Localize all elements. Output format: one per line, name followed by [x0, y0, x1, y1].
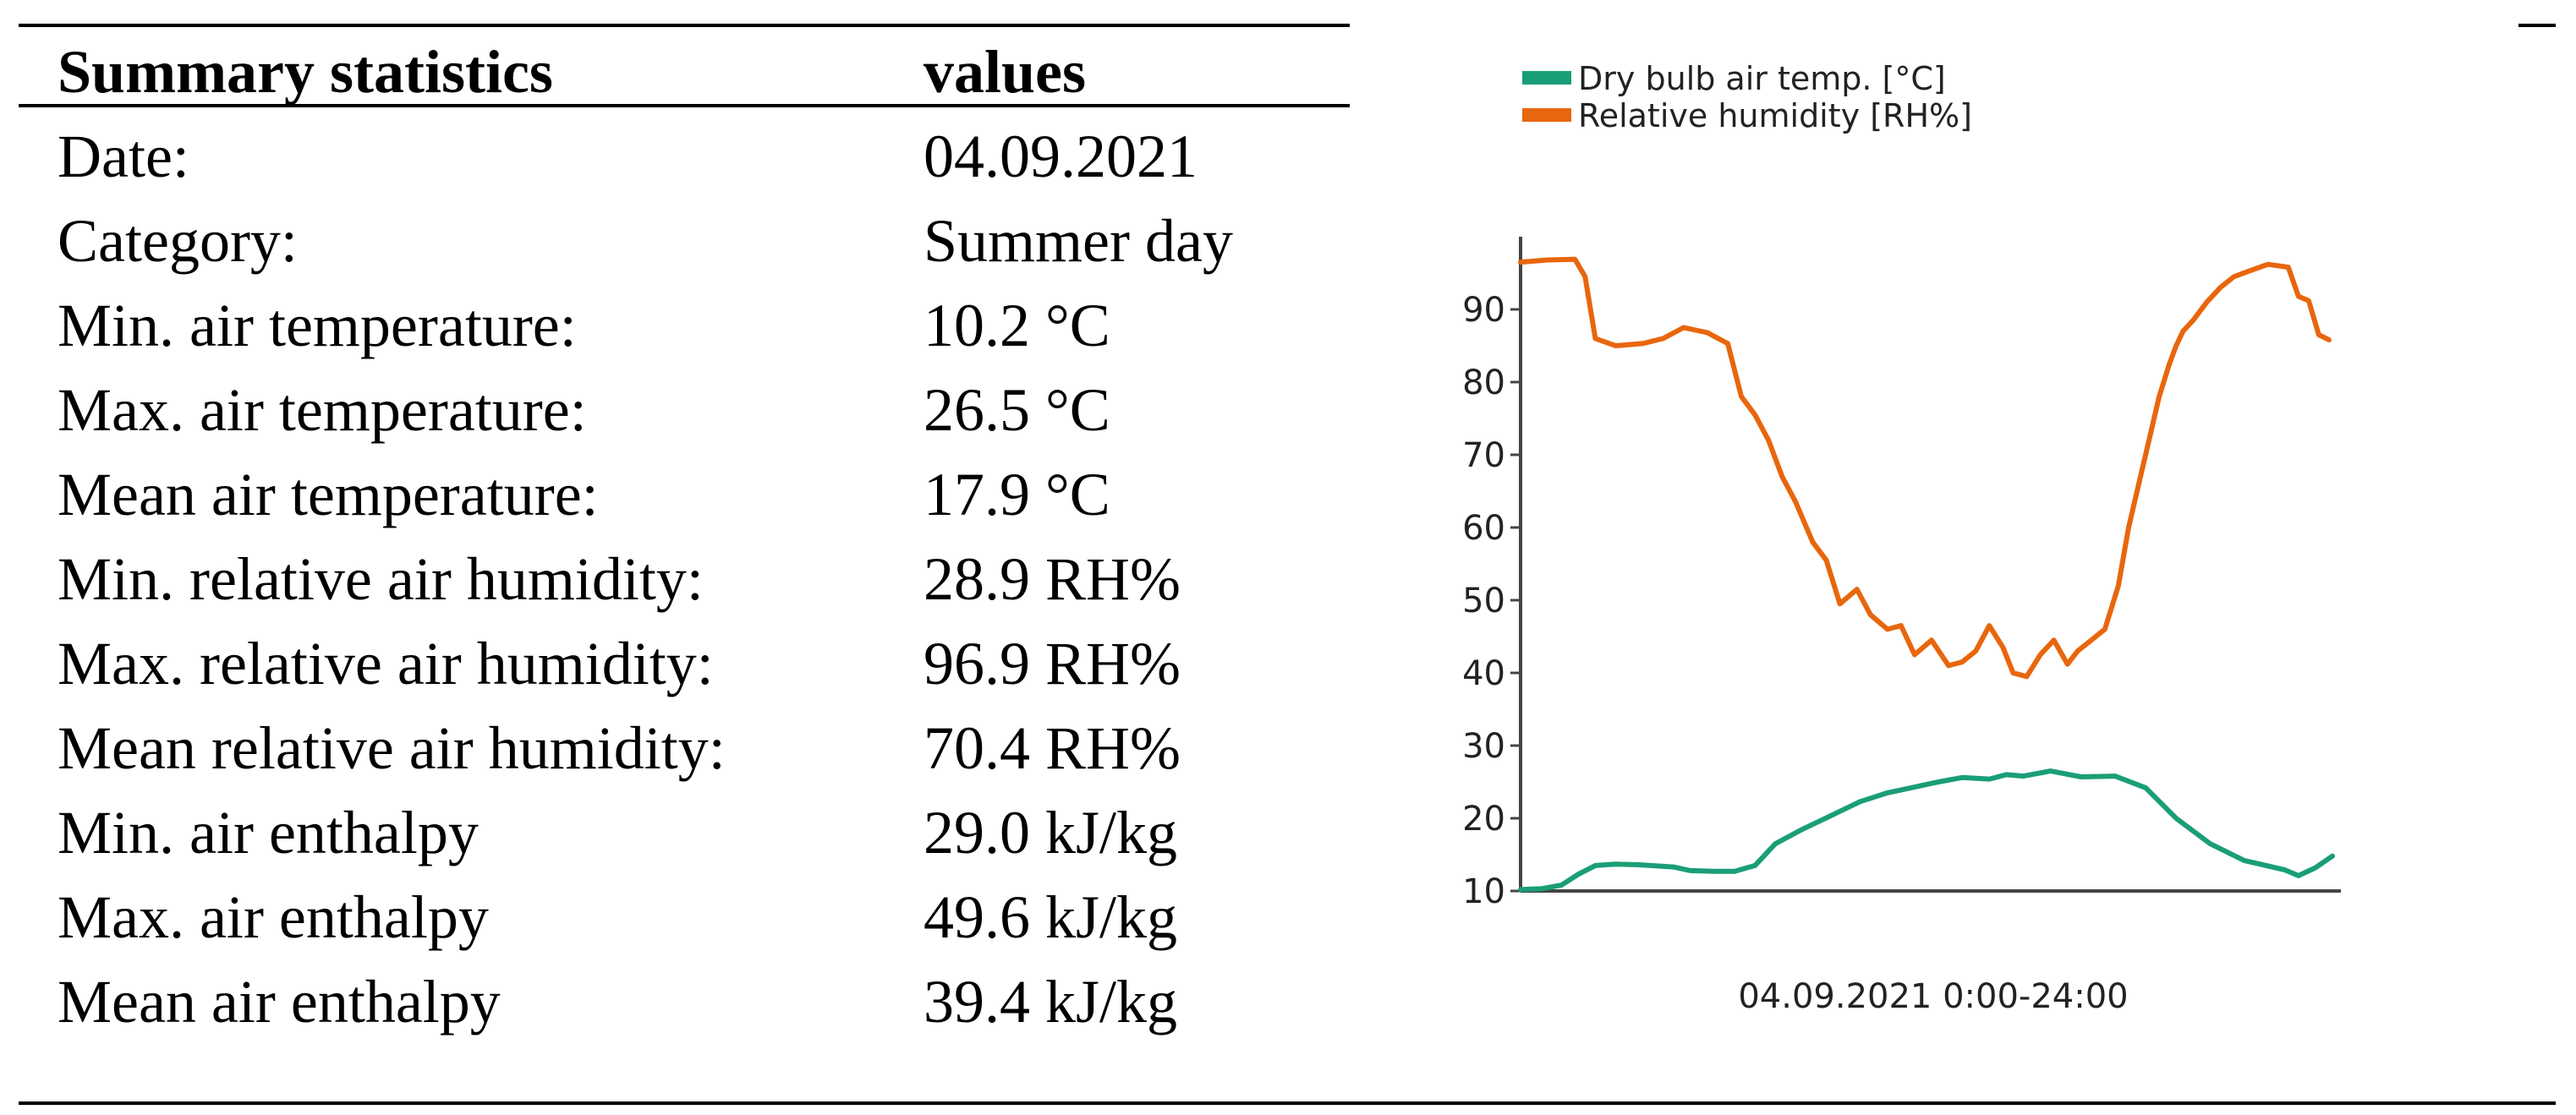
y-tick-label-90: 90 — [1462, 291, 1505, 330]
row-label-min-rh: Min. relative air humidity: — [58, 545, 704, 613]
row-label-category: Category: — [58, 207, 298, 275]
legend-swatch-temperature — [1522, 71, 1571, 85]
header-value: values — [924, 38, 1087, 106]
legend-label-temperature: Dry bulb air temp. [°C] — [1578, 60, 1946, 97]
row-value-mean-rh: 70.4 RH% — [924, 714, 1181, 782]
row-value-date: 04.09.2021 — [924, 123, 1198, 190]
x-axis-label: 04.09.2021 0:00-24:00 — [1738, 977, 2128, 1016]
row-value-min-enthalpy: 29.0 kJ/kg — [924, 799, 1178, 866]
y-tick-label-70: 70 — [1462, 436, 1505, 475]
row-value-category: Summer day — [924, 207, 1233, 275]
row-value-mean-enthalpy: 39.4 kJ/kg — [924, 968, 1178, 1036]
y-tick-label-10: 10 — [1462, 872, 1505, 911]
y-tick-label-20: 20 — [1462, 800, 1505, 839]
top-rule-left — [19, 24, 1350, 27]
top-rule-right — [2518, 24, 2556, 27]
row-value-max-temp: 26.5 °C — [924, 376, 1110, 444]
row-value-max-enthalpy: 49.6 kJ/kg — [924, 883, 1178, 951]
row-value-mean-temp: 17.9 °C — [924, 461, 1110, 528]
row-label-max-rh: Max. relative air humidity: — [58, 630, 714, 697]
row-label-max-temp: Max. air temperature: — [58, 376, 587, 444]
y-tick-label-60: 60 — [1462, 509, 1505, 548]
y-tick-label-80: 80 — [1462, 363, 1505, 402]
row-value-min-temp: 10.2 °C — [924, 292, 1110, 359]
y-tick-label-50: 50 — [1462, 582, 1505, 620]
legend-label-humidity: Relative humidity [RH%] — [1578, 97, 1972, 134]
row-label-min-temp: Min. air temperature: — [58, 292, 577, 359]
row-value-min-rh: 28.9 RH% — [924, 545, 1181, 613]
legend-swatch-humidity — [1522, 108, 1571, 122]
row-label-mean-rh: Mean relative air humidity: — [58, 714, 726, 782]
header-rule — [19, 104, 1350, 107]
row-value-max-rh: 96.9 RH% — [924, 630, 1181, 697]
row-label-mean-temp: Mean air temperature: — [58, 461, 599, 528]
y-tick-label-30: 30 — [1462, 727, 1505, 766]
row-label-mean-enthalpy: Mean air enthalpy — [58, 968, 501, 1036]
row-label-min-enthalpy: Min. air enthalpy — [58, 799, 479, 866]
series-line-temperature — [1518, 768, 2335, 893]
series-line-humidity — [1518, 256, 2332, 680]
row-label-max-enthalpy: Max. air enthalpy — [58, 883, 489, 951]
line-chart: 10 20 30 40 50 60 70 80 90 Dry bulb air temp. [°C… — [1462, 60, 2341, 1016]
y-tick-label-40: 40 — [1462, 654, 1505, 693]
row-label-date: Date: — [58, 123, 189, 190]
header-label: Summary statistics — [58, 38, 553, 106]
bottom-rule — [19, 1101, 2556, 1105]
